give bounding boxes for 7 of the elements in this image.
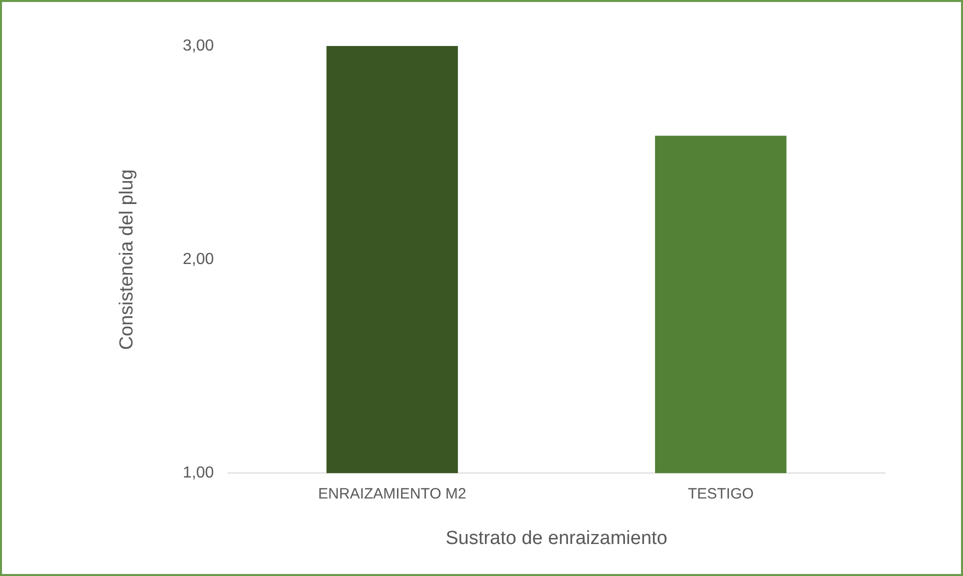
y-tick-label: 2,00	[182, 251, 214, 268]
x-tick-label: ENRAIZAMIENTO M2	[318, 485, 466, 502]
x-tick-label: TESTIGO	[688, 485, 754, 502]
y-tick-label: 3,00	[182, 37, 214, 54]
y-axis-title: Consistencia del plug	[116, 169, 138, 350]
y-tick-label: 1,00	[182, 464, 214, 482]
x-axis-title: Sustrato de enraizamiento	[446, 528, 668, 549]
